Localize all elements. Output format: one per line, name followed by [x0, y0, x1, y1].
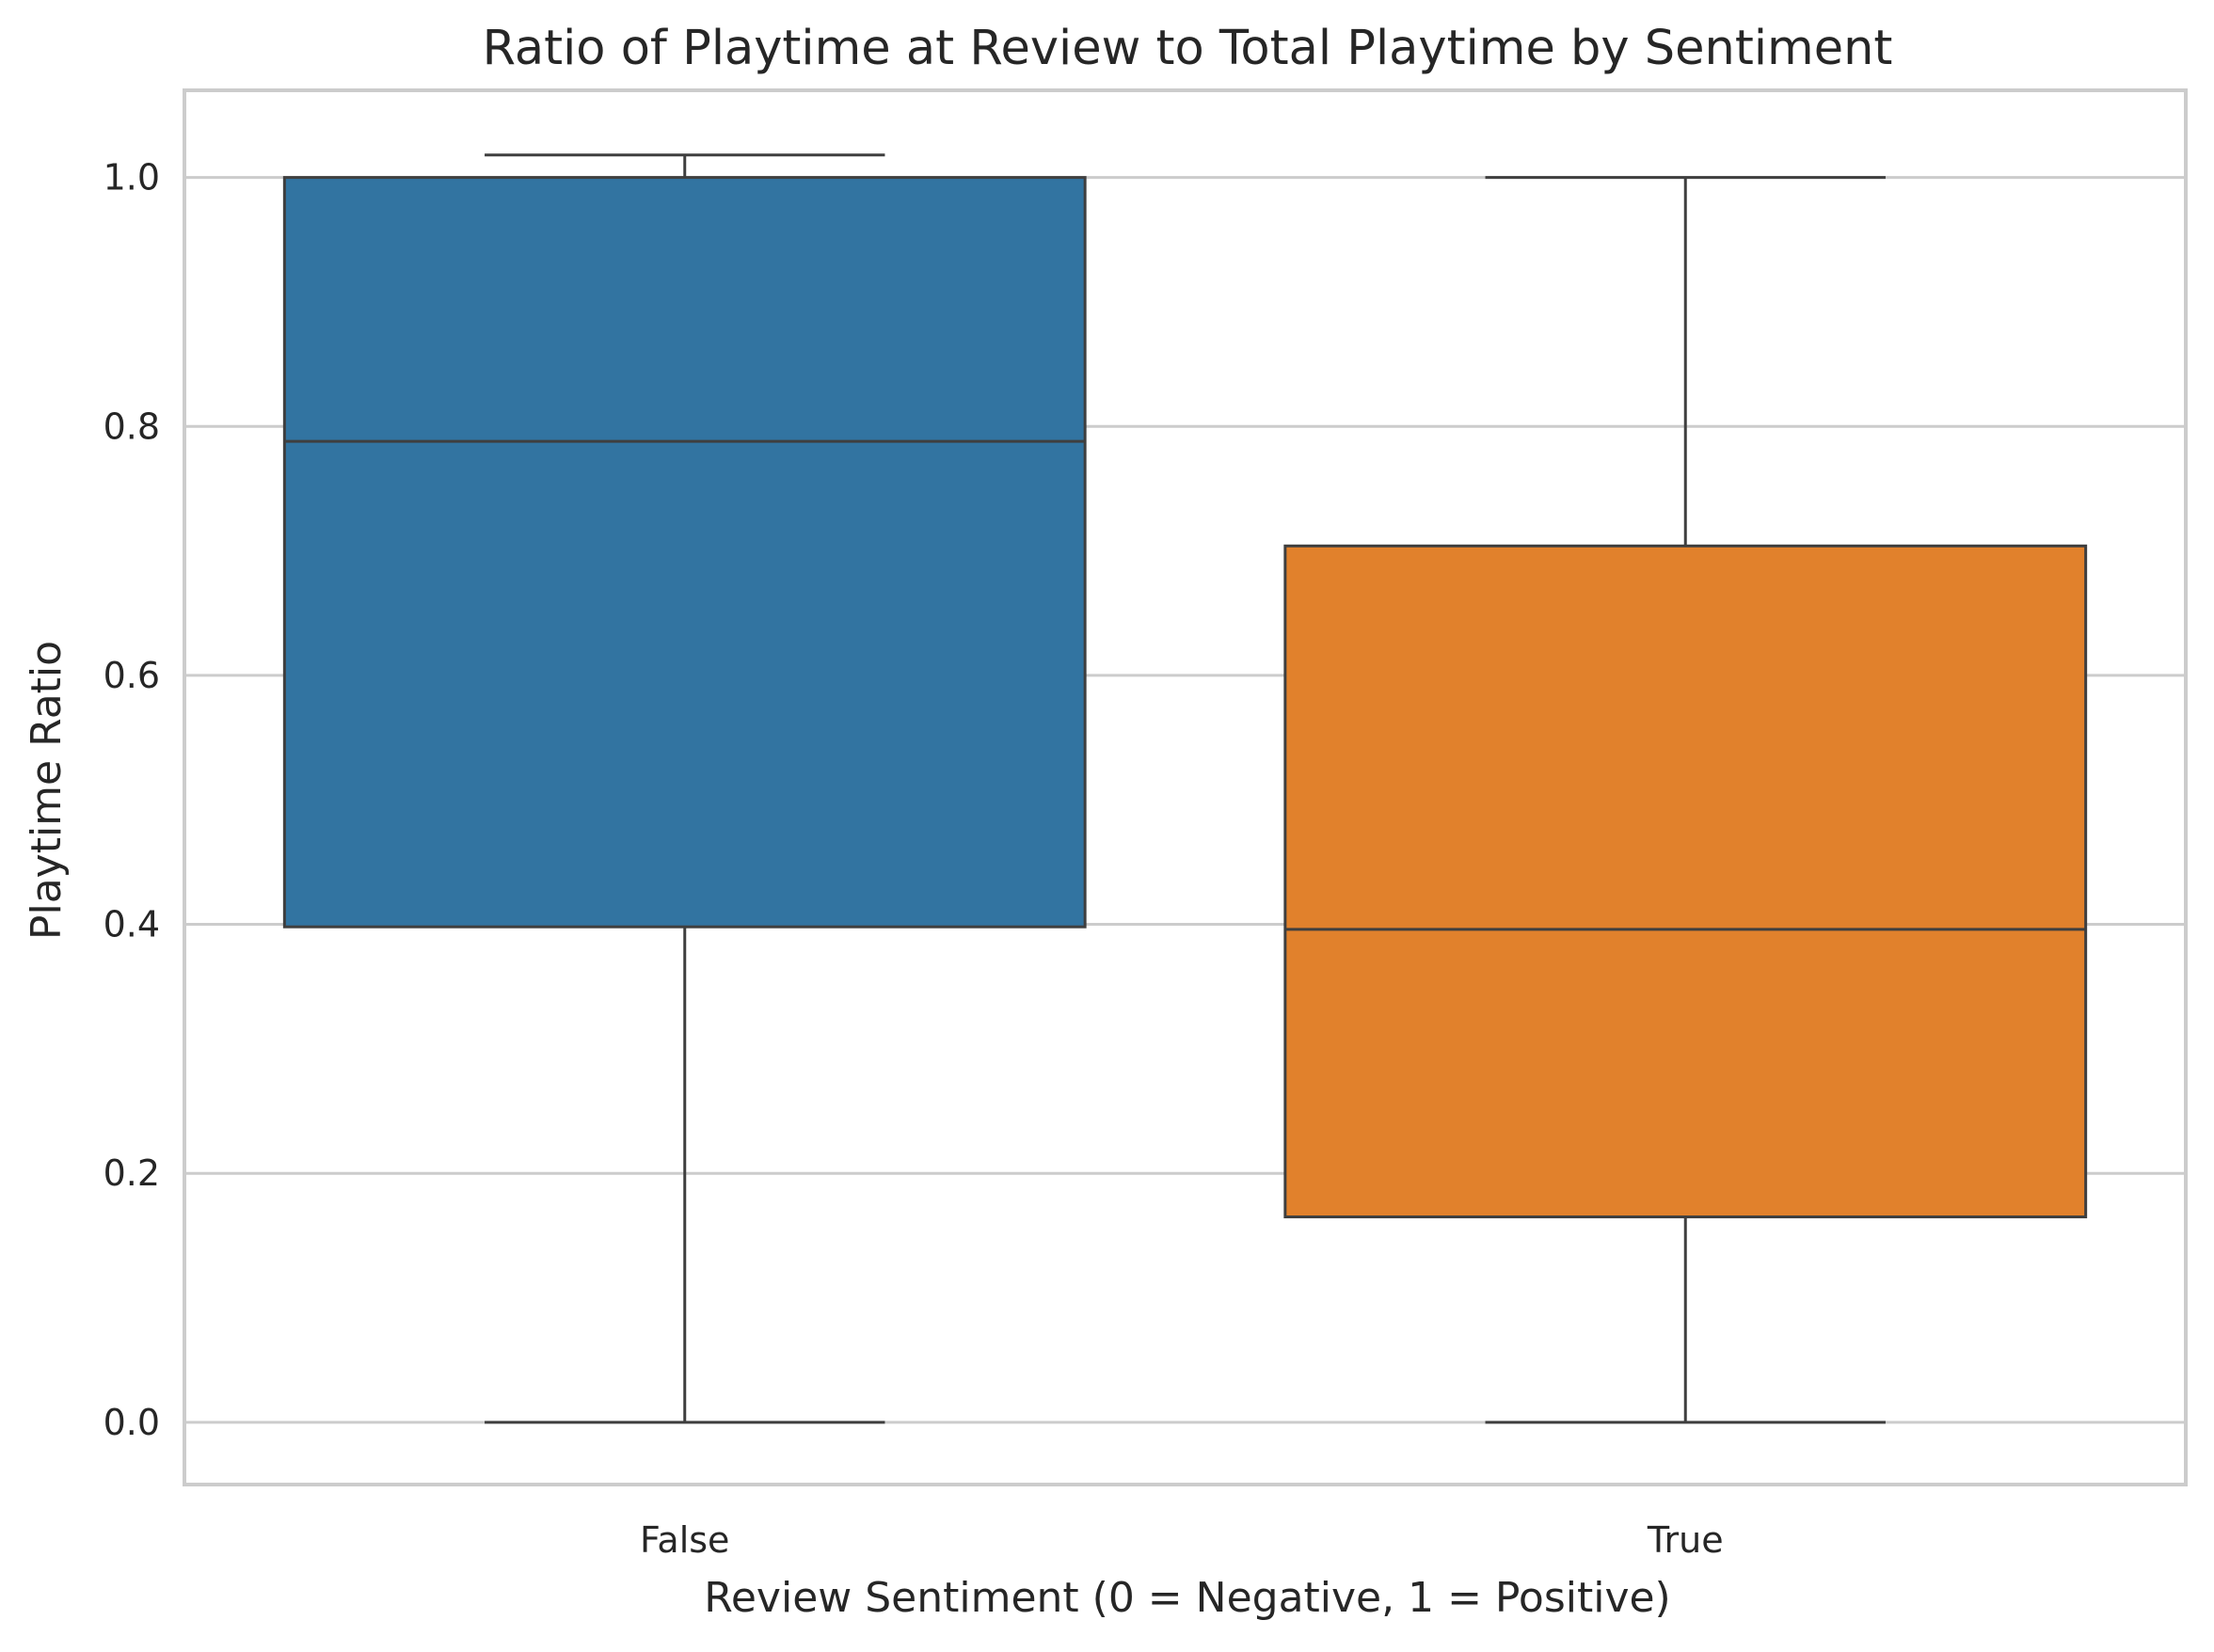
plot-area: 0.0 0.2 0.4 0.6 0.8 1.0 False True: [104, 88, 2188, 1561]
y-tick-label: 1.0: [104, 157, 160, 199]
box-false: [282, 176, 1087, 929]
y-tick-label: 0.6: [104, 655, 160, 696]
x-tick-label: False: [640, 1519, 729, 1561]
x-axis-label: Review Sentiment (0 = Negative, 1 = Posi…: [704, 1574, 1670, 1622]
y-axis-label: Playtime Ratio: [23, 641, 71, 940]
box-true: [1283, 544, 2088, 1219]
y-tick-label: 0.2: [104, 1152, 160, 1194]
x-tick-label: True: [1647, 1519, 1724, 1561]
y-tick-label: 0.8: [104, 405, 160, 447]
y-tick-label: 0.0: [104, 1402, 160, 1443]
chart-title: Ratio of Playtime at Review to Total Pla…: [483, 21, 1893, 76]
y-tick-label: 0.4: [104, 904, 160, 945]
